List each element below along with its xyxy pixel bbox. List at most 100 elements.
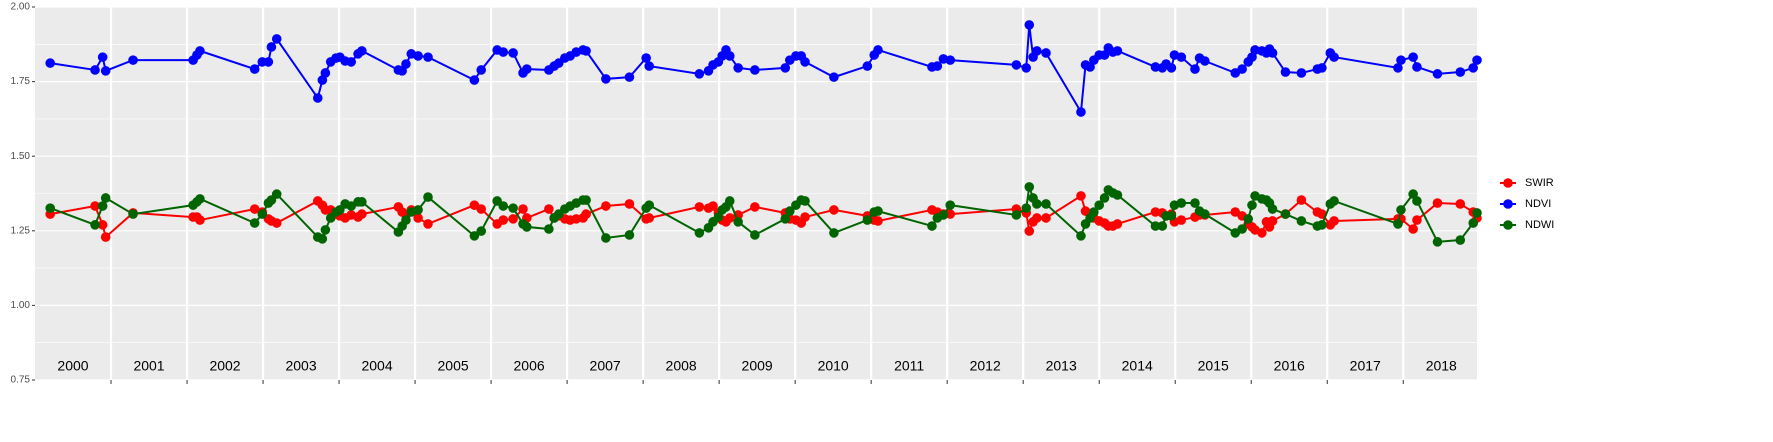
data-point bbox=[1280, 209, 1291, 219]
data-point bbox=[1166, 211, 1177, 221]
data-point bbox=[1176, 52, 1187, 62]
data-point bbox=[1412, 62, 1422, 72]
data-point bbox=[724, 196, 735, 206]
data-point bbox=[780, 63, 791, 73]
data-point bbox=[1032, 46, 1042, 56]
legend-label: NDWI bbox=[1525, 219, 1554, 231]
data-point bbox=[1094, 200, 1105, 210]
data-point bbox=[1011, 60, 1022, 70]
data-point bbox=[1041, 213, 1051, 223]
data-point bbox=[724, 213, 735, 223]
data-point bbox=[1267, 204, 1278, 214]
year-label: 2018 bbox=[1426, 358, 1457, 374]
y-tick-label: 0.75 bbox=[11, 375, 31, 386]
legend-marker bbox=[1503, 220, 1513, 230]
data-point bbox=[469, 75, 480, 85]
data-point bbox=[1317, 220, 1327, 230]
data-point bbox=[932, 61, 943, 71]
data-point bbox=[1393, 219, 1403, 229]
data-point bbox=[195, 215, 205, 225]
y-tick-label: 1.50 bbox=[11, 151, 31, 162]
data-point bbox=[320, 225, 331, 235]
data-point bbox=[1280, 67, 1291, 77]
data-point bbox=[1099, 50, 1110, 60]
data-point bbox=[780, 214, 791, 224]
data-point bbox=[750, 202, 760, 212]
data-point bbox=[423, 52, 433, 62]
data-point bbox=[413, 213, 423, 223]
data-point bbox=[1329, 196, 1339, 206]
data-point bbox=[873, 216, 883, 226]
data-point bbox=[1089, 207, 1099, 217]
data-point bbox=[266, 42, 277, 52]
data-point bbox=[1150, 221, 1161, 231]
data-point bbox=[785, 206, 795, 216]
data-point bbox=[644, 61, 654, 71]
data-point bbox=[873, 206, 883, 216]
data-point bbox=[1432, 237, 1443, 247]
data-point bbox=[522, 222, 532, 232]
data-point bbox=[1267, 216, 1278, 226]
year-label: 2002 bbox=[209, 358, 240, 374]
data-point bbox=[1243, 214, 1253, 224]
data-point bbox=[1329, 52, 1339, 62]
data-point bbox=[581, 209, 591, 219]
data-point bbox=[1468, 63, 1478, 73]
year-label: 2010 bbox=[818, 358, 849, 374]
legend-label: SWIR bbox=[1525, 177, 1554, 189]
data-point bbox=[401, 59, 411, 69]
data-point bbox=[862, 215, 873, 225]
data-point bbox=[1247, 52, 1257, 62]
data-point bbox=[694, 69, 705, 79]
data-point bbox=[263, 57, 274, 67]
data-point bbox=[1247, 200, 1257, 210]
data-point bbox=[750, 230, 760, 240]
data-point bbox=[601, 201, 611, 211]
legend-label: NDVI bbox=[1525, 198, 1551, 210]
data-point bbox=[413, 205, 423, 215]
data-point bbox=[476, 65, 487, 75]
data-point bbox=[508, 214, 518, 224]
data-point bbox=[508, 48, 518, 58]
data-point bbox=[862, 61, 873, 71]
data-point bbox=[1408, 224, 1418, 234]
y-tick-label: 1.25 bbox=[11, 225, 31, 236]
data-point bbox=[1176, 215, 1187, 225]
data-point bbox=[644, 213, 654, 223]
data-point bbox=[312, 93, 323, 103]
data-point bbox=[1041, 199, 1051, 209]
data-point bbox=[1472, 55, 1482, 65]
data-point bbox=[1024, 226, 1035, 236]
data-point bbox=[1296, 68, 1307, 78]
year-label: 2005 bbox=[438, 358, 469, 374]
data-point bbox=[1190, 64, 1200, 74]
data-point bbox=[476, 226, 487, 236]
data-point bbox=[1432, 69, 1443, 79]
year-label: 2007 bbox=[590, 358, 621, 374]
year-label: 2006 bbox=[514, 358, 545, 374]
data-point bbox=[601, 74, 611, 84]
data-point bbox=[518, 204, 528, 214]
data-point bbox=[317, 75, 328, 85]
data-point bbox=[317, 234, 328, 244]
data-point bbox=[423, 219, 433, 229]
data-point bbox=[694, 202, 705, 212]
data-point bbox=[1112, 46, 1123, 56]
data-point bbox=[938, 210, 949, 220]
data-point bbox=[624, 199, 635, 209]
data-point bbox=[45, 203, 56, 213]
data-point bbox=[1032, 199, 1042, 209]
data-point bbox=[750, 65, 760, 75]
data-point bbox=[271, 189, 282, 199]
data-point bbox=[1237, 64, 1247, 74]
data-point bbox=[90, 201, 100, 211]
data-point bbox=[1011, 210, 1022, 220]
data-point bbox=[1200, 209, 1210, 219]
data-point bbox=[1393, 63, 1403, 73]
data-point bbox=[713, 212, 724, 222]
year-label: 2011 bbox=[894, 358, 924, 374]
data-point bbox=[249, 204, 260, 214]
data-point bbox=[357, 209, 367, 219]
data-point bbox=[724, 51, 735, 61]
y-tick-label: 1.00 bbox=[11, 300, 31, 311]
